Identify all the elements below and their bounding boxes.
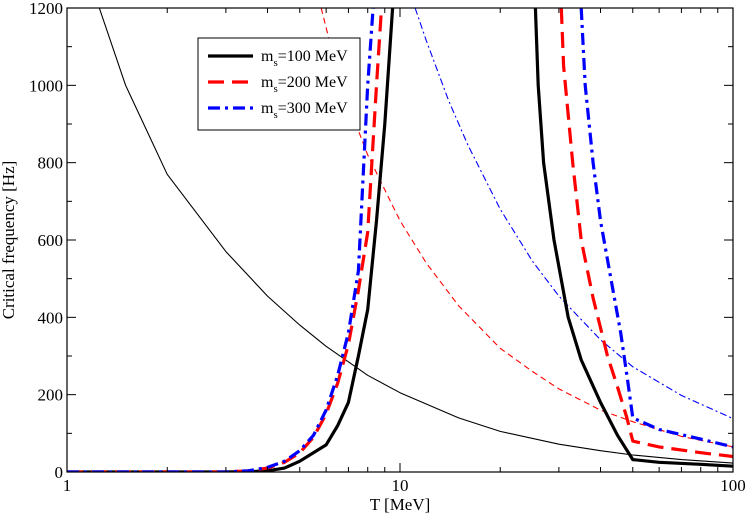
series-line bbox=[559, 8, 733, 459]
legend-label: ms=100 MeV bbox=[261, 48, 348, 69]
y-tick-label: 600 bbox=[38, 231, 64, 250]
y-tick-label: 1000 bbox=[29, 76, 63, 95]
plot-frame bbox=[66, 7, 734, 473]
legend-box bbox=[197, 37, 361, 131]
x-tick-label: 10 bbox=[392, 476, 409, 495]
y-axis-label: Critical frequency [Hz] bbox=[0, 161, 18, 320]
y-tick-label: 1200 bbox=[29, 0, 63, 18]
legend-label: ms=300 MeV bbox=[261, 100, 348, 121]
x-tick-label: 1 bbox=[63, 476, 72, 495]
legend-rest: =200 MeV bbox=[278, 74, 348, 91]
x-tick-label: 100 bbox=[720, 476, 746, 495]
legend-main: m bbox=[261, 74, 274, 91]
y-tick-label: 0 bbox=[55, 463, 64, 482]
series-line bbox=[533, 8, 733, 468]
series-line bbox=[67, 8, 375, 472]
legend-sub: s bbox=[273, 109, 277, 121]
x-axis-label: T [MeV] bbox=[370, 495, 431, 514]
series-line bbox=[98, 8, 733, 464]
legend-sub: s bbox=[273, 83, 277, 95]
y-tick-label: 800 bbox=[38, 154, 64, 173]
legend-rest: =300 MeV bbox=[278, 100, 348, 117]
legend-main: m bbox=[261, 48, 274, 65]
legend-label: ms=200 MeV bbox=[261, 74, 348, 95]
y-tick-label: 200 bbox=[38, 386, 64, 405]
series-line bbox=[414, 8, 733, 420]
legend-main: m bbox=[261, 100, 274, 117]
y-tick-label: 400 bbox=[38, 308, 64, 327]
legend-rest: =100 MeV bbox=[278, 48, 348, 65]
series-line bbox=[579, 8, 733, 449]
legend-sub: s bbox=[273, 57, 277, 69]
series-line bbox=[320, 8, 733, 448]
